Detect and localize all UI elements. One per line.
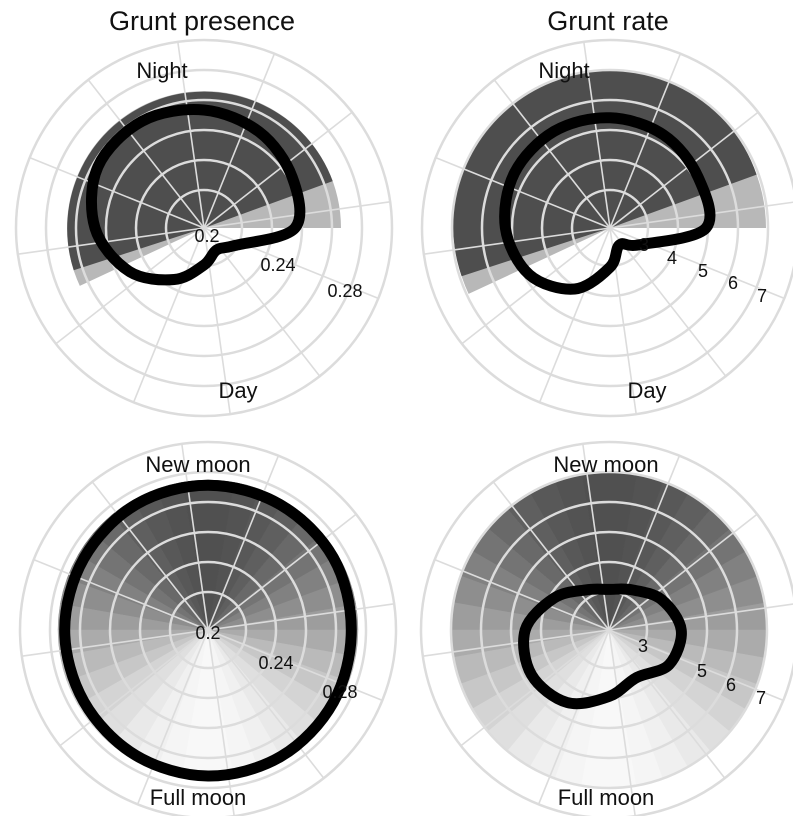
grid-spoke	[181, 443, 209, 631]
grid-spoke	[608, 603, 793, 631]
tick-label: 3	[639, 235, 649, 255]
grid-spoke	[461, 227, 611, 345]
grid-ring	[449, 470, 769, 790]
grid-spoke	[608, 455, 681, 631]
grid-spoke	[207, 629, 383, 702]
grid-spoke	[493, 79, 611, 229]
grid-spoke	[422, 629, 610, 657]
grid-spoke	[609, 53, 682, 229]
grid-spoke	[609, 227, 727, 377]
grid-spoke	[608, 513, 758, 631]
panel-shading	[57, 479, 359, 781]
grid-spoke	[207, 603, 395, 631]
grid-ring	[450, 68, 770, 388]
grid-spoke	[132, 227, 205, 403]
tick-label: 6	[726, 675, 736, 695]
grid-spoke	[582, 443, 610, 631]
curve-loop	[59, 479, 357, 782]
grid-spoke	[583, 41, 611, 229]
grid-spoke	[207, 629, 235, 816]
grid-spoke	[21, 629, 209, 657]
grid-spoke	[17, 227, 205, 255]
label-top: Night	[136, 58, 187, 83]
tick-label: 4	[667, 248, 677, 268]
label-top: New moon	[553, 452, 658, 477]
tick-label: 0.28	[327, 281, 362, 301]
grid-ring	[104, 128, 304, 328]
grid-spoke	[59, 629, 209, 747]
grid-ring	[134, 158, 274, 298]
grid-ring	[74, 98, 334, 358]
panel-grid	[420, 38, 793, 418]
tick-label: 5	[697, 661, 707, 681]
tick-label: 0.28	[322, 682, 357, 702]
grid-spoke	[538, 227, 611, 403]
grid-ring	[108, 530, 308, 730]
grid-ring	[540, 158, 680, 298]
grid-ring	[48, 470, 368, 790]
grid-spoke	[91, 481, 209, 631]
tick-label: 0.2	[194, 226, 219, 246]
grid-ring	[44, 68, 364, 388]
grid-spoke	[207, 629, 325, 779]
grid-ring	[480, 98, 740, 358]
curve-loop	[518, 583, 687, 710]
label-bottom: Day	[218, 378, 257, 403]
panel-grid	[419, 440, 793, 816]
grid-spoke	[609, 111, 759, 229]
panel-title: Grunt rate	[547, 6, 669, 36]
label-top: New moon	[145, 452, 250, 477]
grid-ring	[18, 440, 398, 816]
label-bottom: Full moon	[558, 785, 655, 810]
tick-label: 7	[757, 286, 767, 306]
tick-label: 6	[728, 273, 738, 293]
grid-ring	[138, 560, 278, 700]
grid-spoke	[29, 156, 205, 229]
curve-loop	[499, 112, 716, 295]
grid-spoke	[423, 227, 611, 255]
tick-label: 3	[638, 636, 648, 656]
tick-label: 0.2	[195, 623, 220, 643]
grid-spoke	[136, 629, 209, 805]
panel-lunar-rate: New moon Full moon 3 5 6 7	[419, 440, 793, 816]
panel-grunt-presence: Grunt presence Night Day 0.2 0.24 0.28	[14, 6, 394, 418]
tick-label: 5	[698, 261, 708, 281]
grid-spoke	[435, 156, 611, 229]
grid-spoke	[203, 53, 276, 229]
grid-spoke	[203, 227, 379, 300]
panel-grid	[18, 440, 398, 816]
panel-grunt-rate: Grunt rate Night Day 3 4 5 6 7	[420, 6, 793, 418]
grid-spoke	[608, 629, 784, 702]
grid-ring	[78, 500, 338, 760]
grid-spoke	[492, 481, 610, 631]
label-bottom: Day	[627, 378, 666, 403]
tick-label: 0.24	[258, 653, 293, 673]
grid-ring	[419, 440, 793, 816]
tick-label: 0.24	[260, 255, 295, 275]
grid-spoke	[207, 513, 357, 631]
grid-spoke	[537, 629, 610, 805]
grid-spoke	[609, 201, 793, 229]
grid-spoke	[87, 79, 205, 229]
grid-ring	[509, 530, 709, 730]
tick-label: 7	[756, 688, 766, 708]
grid-spoke	[434, 558, 610, 631]
grid-ring	[14, 38, 394, 418]
curve-loop	[86, 104, 306, 286]
label-bottom: Full moon	[150, 785, 247, 810]
grid-spoke	[177, 41, 205, 229]
grid-ring	[168, 590, 248, 670]
panel-lunar-presence: New moon Full moon 0.2 0.24 0.28	[18, 440, 398, 816]
grid-ring	[420, 38, 793, 418]
grid-spoke	[608, 629, 636, 816]
grid-spoke	[203, 111, 353, 229]
panel-title: Grunt presence	[109, 6, 295, 36]
grid-spoke	[55, 227, 205, 345]
grid-spoke	[33, 558, 209, 631]
grid-spoke	[608, 629, 726, 779]
grid-spoke	[207, 455, 280, 631]
grid-ring	[479, 500, 739, 760]
label-top: Night	[538, 58, 589, 83]
